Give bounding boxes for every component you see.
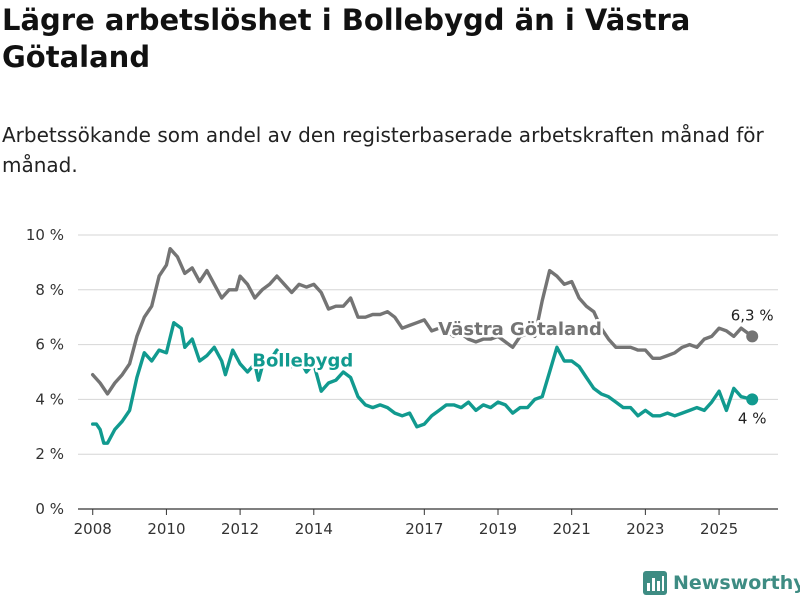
- x-tick-label: 2008: [74, 520, 112, 538]
- chart-title: Lägre arbetslöshet i Bollebygd än i Väst…: [2, 3, 691, 74]
- bar-chart-icon: [643, 571, 667, 595]
- grid-lines: [78, 234, 778, 510]
- series-end-point: [746, 330, 759, 343]
- newsworthy-logo[interactable]: Newsworthy: [643, 568, 800, 598]
- series-line-bollebygd: [91, 321, 754, 445]
- series-line-västra-götaland: [91, 247, 754, 396]
- series-name-label: Bollebygd: [252, 351, 353, 372]
- series-labels: Västra Götaland 6,3 % Bollebygd 4 %: [250, 304, 776, 429]
- end-value-label: 6,3 %: [731, 306, 774, 324]
- series-name-label: Västra Götaland: [438, 319, 602, 340]
- y-tick-label: 2 %: [35, 445, 64, 463]
- x-tick-label: 2010: [147, 520, 185, 538]
- end-value-label: 4 %: [738, 409, 767, 427]
- x-tick-label: 2017: [405, 520, 443, 538]
- series-lines: [91, 247, 759, 445]
- x-tick-label: 2014: [295, 520, 333, 538]
- x-axis-ticks: 2008 2010 2012 2014 2017 2019 2021 2023 2025: [74, 509, 738, 538]
- x-tick-label: 2012: [221, 520, 259, 538]
- y-tick-label: 8 %: [35, 281, 64, 299]
- y-tick-label: 6 %: [35, 336, 64, 354]
- y-axis-ticks: 0 % 2 % 4 % 6 % 8 % 10 %: [26, 226, 64, 518]
- x-tick-label: 2019: [479, 520, 517, 538]
- y-tick-label: 0 %: [35, 500, 64, 518]
- y-tick-label: 10 %: [26, 226, 64, 244]
- chart-subtitle: Arbetssökande som andel av den registerb…: [2, 123, 764, 177]
- brand-name: Newsworthy: [673, 572, 800, 594]
- series-end-point: [746, 393, 759, 406]
- y-tick-label: 4 %: [35, 390, 64, 408]
- x-tick-label: 2021: [553, 520, 591, 538]
- x-tick-label: 2025: [700, 520, 738, 538]
- x-tick-label: 2023: [626, 520, 664, 538]
